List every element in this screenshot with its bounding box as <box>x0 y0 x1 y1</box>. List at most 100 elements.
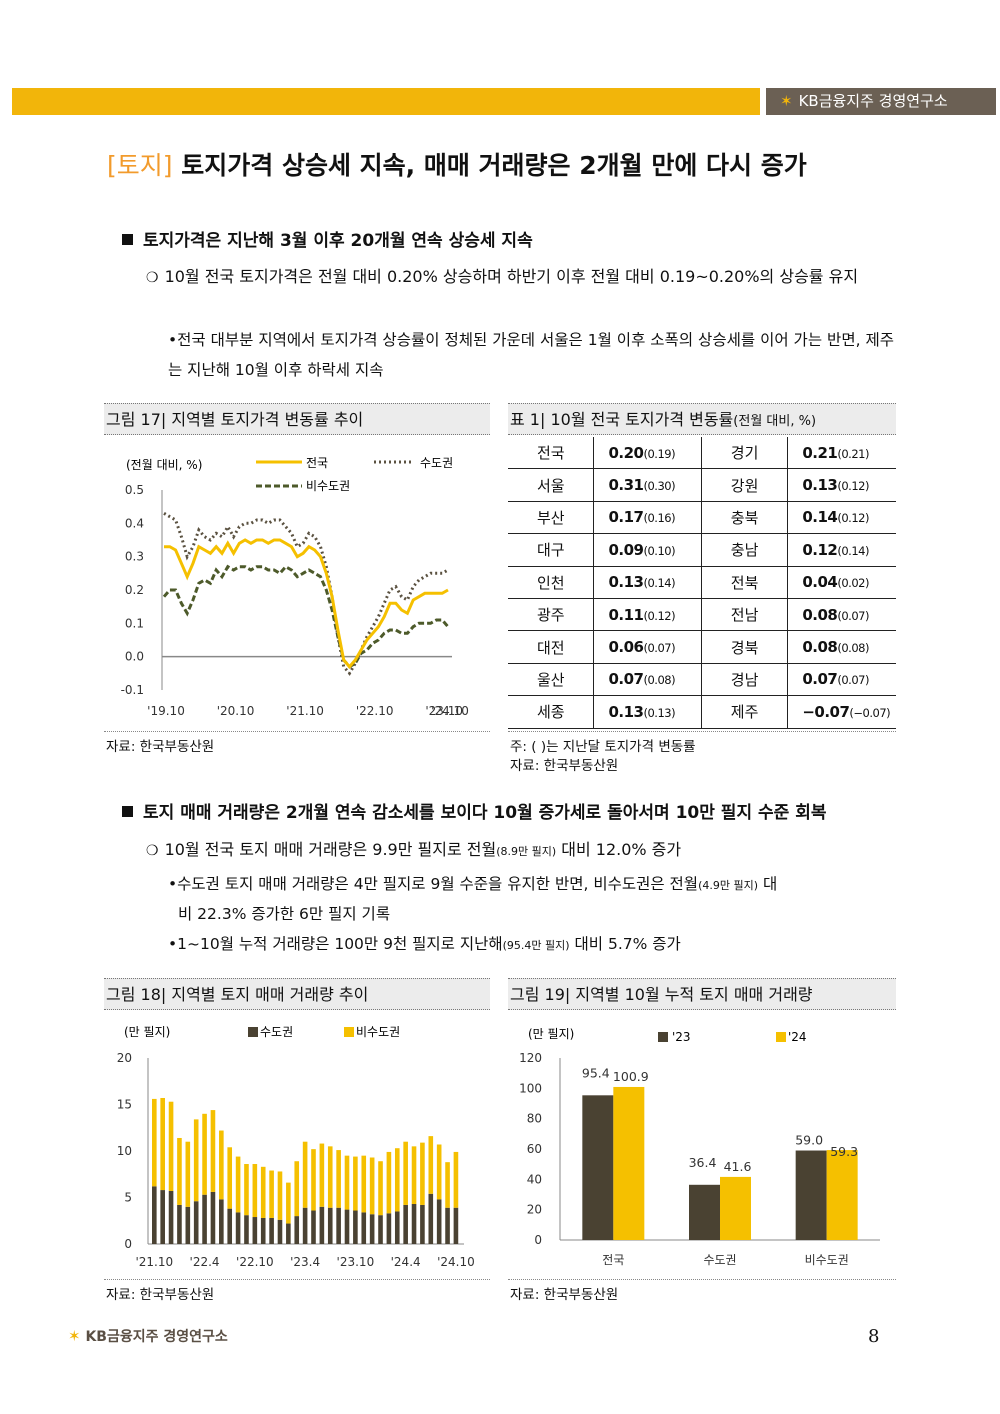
fig19-data-label: 100.9 <box>613 1069 649 1084</box>
fig18-bar-capital <box>445 1207 450 1244</box>
table1-value-right: 0.12(0.14) <box>787 533 896 567</box>
fig19-ytick: 100 <box>519 1081 542 1095</box>
table1-region-left: 광주 <box>508 598 594 632</box>
fig18-bar-capital <box>403 1204 408 1244</box>
fig17-legend-capital: 수도권 <box>420 456 453 470</box>
section2-heading-text: 토지 매매 거래량은 2개월 연속 감소세를 보이다 10월 증가세로 돌아서며… <box>143 803 827 823</box>
fig19-bar-23 <box>582 1095 614 1240</box>
section2-bullet-b: 대비 12.0% 증가 <box>556 840 682 859</box>
fig18-bar-noncapital <box>403 1141 408 1205</box>
kb-star-icon: ✶ <box>780 92 793 110</box>
fig18-bar-capital <box>286 1223 291 1244</box>
fig18-bar-capital <box>361 1212 367 1244</box>
table1-region-left: 대구 <box>508 533 594 567</box>
fig19-data-label: 59.0 <box>795 1133 823 1148</box>
fig18-bar-noncapital <box>361 1155 367 1213</box>
section2-bullet-a: 10월 전국 토지 매매 거래량은 9.9만 필지로 전월 <box>164 840 497 859</box>
fig18-title: 그림 18| 지역별 토지 매매 거래량 추이 <box>104 978 490 1010</box>
fig18-bar-noncapital <box>210 1110 216 1192</box>
table1-region-right: 경기 <box>701 437 788 470</box>
fig19-source: 자료: 한국부동산원 <box>510 1287 619 1303</box>
table1-region-right: 충북 <box>701 501 788 535</box>
fig18-bar-capital <box>327 1207 333 1244</box>
fig17-xtick: '20.10 <box>217 704 255 718</box>
fig17-xtick: '22.10 <box>356 704 394 718</box>
fig17-ytick: 0.1 <box>125 616 144 630</box>
fig18-bar-capital <box>294 1216 300 1244</box>
section2-bullet-small: (8.9만 필지) <box>496 845 557 858</box>
fig19-legend-23-swatch <box>658 1032 668 1042</box>
table-row: 울산 0.07(0.08) 경남 0.07(0.07) <box>508 663 896 697</box>
table1-value-right: 0.14(0.12) <box>787 501 896 535</box>
fig18-ytick: 20 <box>117 1051 132 1065</box>
section2-bullet: ❍ 10월 전국 토지 매매 거래량은 9.9만 필지로 전월(8.9만 필지) … <box>146 835 894 867</box>
table1-source: 자료: 한국부동산원 <box>510 758 619 774</box>
fig18-bar-noncapital <box>202 1113 207 1195</box>
kb-star-icon: ✶ <box>68 1327 81 1345</box>
table1-value-right: 0.08(0.07) <box>787 598 896 632</box>
fig19-bar-24 <box>720 1176 751 1240</box>
section2-sub1: •수도권 토지 매매 거래량은 4만 필지로 9월 수준을 유지한 반면, 비수… <box>168 875 778 893</box>
fig18-bar-noncapital <box>177 1137 182 1205</box>
circle-bullet-icon: ❍ <box>146 270 159 286</box>
fig17-ytick: -0.1 <box>121 683 144 697</box>
fig19-ytick: 80 <box>527 1112 542 1126</box>
table1-value-left: 0.31(0.30) <box>593 468 702 502</box>
fig18-bar-capital <box>336 1207 341 1244</box>
table1-region-right: 제주 <box>701 695 788 729</box>
table1-value-left: 0.13(0.14) <box>593 566 702 599</box>
table1-value-right: −0.07(−0.07) <box>787 695 896 729</box>
table1-title: 표 1| 10월 전국 토지가격 변동률(전월 대비, %) <box>508 403 896 435</box>
circle-bullet-icon: ❍ <box>146 843 159 859</box>
fig18-bar-noncapital <box>152 1098 157 1187</box>
footer-brand: ✶ KB금융지주 경영연구소 <box>68 1326 228 1346</box>
fig17-ytick: 0.4 <box>125 516 144 530</box>
fig18-bar-noncapital <box>286 1182 291 1224</box>
fig19-xtick: 전국 <box>602 1253 624 1267</box>
table1-divider <box>508 731 896 732</box>
fig17-ytick: 0.5 <box>125 483 144 497</box>
table1-value-left: 0.17(0.16) <box>593 501 702 535</box>
header-brand: ✶ KB금융지주 경영연구소 <box>766 88 996 115</box>
table1-value-left: 0.20(0.19) <box>593 437 702 470</box>
fig18-bar-noncapital <box>269 1170 274 1218</box>
table1-value-left: 0.09(0.10) <box>593 533 702 567</box>
fig18-bar-noncapital <box>277 1171 283 1220</box>
fig18-bar-capital <box>394 1211 400 1244</box>
table-row: 대구 0.09(0.10) 충남 0.12(0.14) <box>508 533 896 567</box>
fig17-xtick: '19.10 <box>147 704 185 718</box>
fig19-data-label: 95.4 <box>582 1065 610 1080</box>
table1-region-left: 전국 <box>508 437 594 470</box>
table-row: 전국 0.20(0.19) 경기 0.21(0.21) <box>508 437 896 470</box>
square-bullet-icon <box>122 806 133 817</box>
fig18-bar-capital <box>369 1214 375 1244</box>
fig18-xtick: '24.4 <box>391 1255 421 1269</box>
table-row: 서울 0.31(0.30) 강원 0.13(0.12) <box>508 468 896 502</box>
fig18-bar-capital <box>185 1206 191 1244</box>
fig17-ytick: 0.3 <box>125 550 144 564</box>
fig18-bar-capital <box>428 1193 434 1244</box>
fig18-bar-capital <box>152 1186 157 1244</box>
fig18-bar-capital <box>260 1217 266 1244</box>
table1-value-left: 0.11(0.12) <box>593 598 702 632</box>
table1-region-left: 대전 <box>508 630 594 664</box>
fig18-bar-capital <box>344 1209 350 1244</box>
fig17-legend-national: 전국 <box>306 456 328 470</box>
fig17-line-national <box>164 538 449 669</box>
table1-note: 주: ( )는 지난달 토지가격 변동률 <box>510 739 696 755</box>
fig19-ytick: 20 <box>527 1203 542 1217</box>
fig18-ytick: 10 <box>117 1144 132 1158</box>
fig19-ylabel: (만 필지) <box>528 1027 574 1041</box>
fig18-bar-capital <box>436 1199 442 1244</box>
table-row: 세종 0.13(0.13) 제주 −0.07(−0.07) <box>508 695 896 729</box>
table1-value-left: 0.13(0.13) <box>593 695 702 729</box>
fig18-bar-noncapital <box>436 1144 442 1200</box>
fig17-line-noncapital <box>162 564 450 669</box>
section2-sub1-cont: 비 22.3% 증가한 6만 필지 기록 <box>178 905 391 923</box>
fig17-xtick: '21.10 <box>286 704 324 718</box>
fig19-chart: (만 필지) '23 '24 120 100 80 60 40 20 0 95.4 100.9 전… <box>519 1027 880 1267</box>
fig18-bar-capital <box>311 1210 316 1244</box>
header-bar <box>12 88 760 115</box>
fig18-bar-capital <box>210 1191 216 1244</box>
section1-bullet-text: 10월 전국 토지가격은 전월 대비 0.20% 상승하며 하반기 이후 전월 … <box>164 267 859 286</box>
